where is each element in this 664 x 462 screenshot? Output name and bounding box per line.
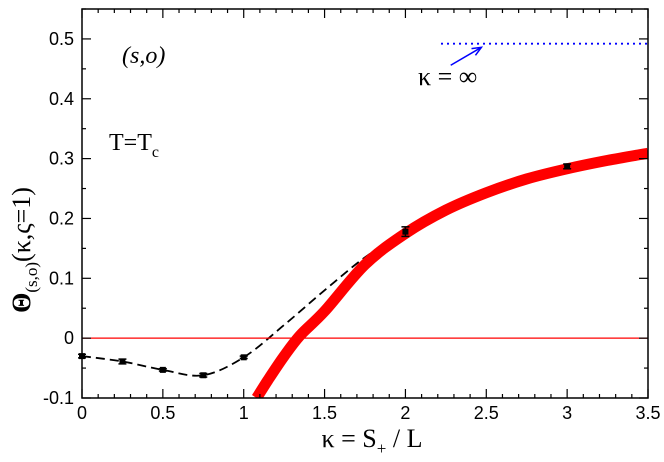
x-tick-label: 1 — [239, 403, 249, 423]
x-tick-label: 0.5 — [150, 403, 175, 423]
x-tick-label: 0 — [77, 403, 87, 423]
plot-area — [82, 42, 648, 398]
x-tick-label: 3.5 — [635, 403, 660, 423]
data-point — [564, 163, 571, 170]
kappa-infinity-arrow — [450, 46, 482, 66]
y-tick-label: 0.3 — [49, 149, 74, 169]
kappa-infinity-arrow-head — [471, 46, 484, 56]
y-axis-label: Θ(s,o)(κ,ς=1) — [7, 187, 41, 313]
temperature-label-sub: c — [152, 144, 159, 161]
x-axis-label-main: κ = S — [322, 424, 377, 453]
y-tick-label: 0.1 — [49, 268, 74, 288]
y-tick-label: 0.5 — [49, 29, 74, 49]
x-axis-label: κ = S+ / L — [322, 424, 423, 458]
x-tick-label: 1.5 — [312, 403, 337, 423]
x-axis-label-sub: + — [377, 439, 387, 458]
x-axis-label-tail: / L — [386, 424, 422, 453]
theory-curve — [251, 147, 648, 398]
kappa-infinity-label: κ = ∞ — [418, 62, 477, 91]
data-point — [402, 228, 409, 235]
y-axis-label-main: Θ — [7, 293, 36, 313]
plot-frame — [81, 8, 649, 399]
data-point — [200, 372, 207, 379]
x-tick-label: 3 — [562, 403, 572, 423]
temperature-label-main: T=T — [109, 130, 152, 156]
y-tick-label: 0.2 — [49, 208, 74, 228]
x-tick-label: 2 — [400, 403, 410, 423]
data-point — [240, 354, 247, 361]
temperature-label: T=Tc — [109, 130, 159, 161]
plot-layer — [78, 42, 648, 398]
interpolation-dashed-line — [82, 165, 568, 377]
y-tick-label: 0.4 — [49, 89, 74, 109]
data-point — [119, 358, 126, 365]
axes-layer: 0 0.5 1 1.5 2 2.5 3 3.5-0.100.10.20.30.40.5 — [43, 8, 661, 423]
y-axis-label-sub: (s,o) — [22, 262, 41, 293]
y-axis-label-tail: (κ,ς=1) — [7, 187, 36, 262]
y-tick-label: -0.1 — [43, 388, 74, 408]
x-tick-label: 2.5 — [474, 403, 499, 423]
data-point — [159, 366, 166, 373]
y-tick-label: 0 — [64, 328, 74, 348]
bc-label: (s,o) — [122, 43, 165, 69]
